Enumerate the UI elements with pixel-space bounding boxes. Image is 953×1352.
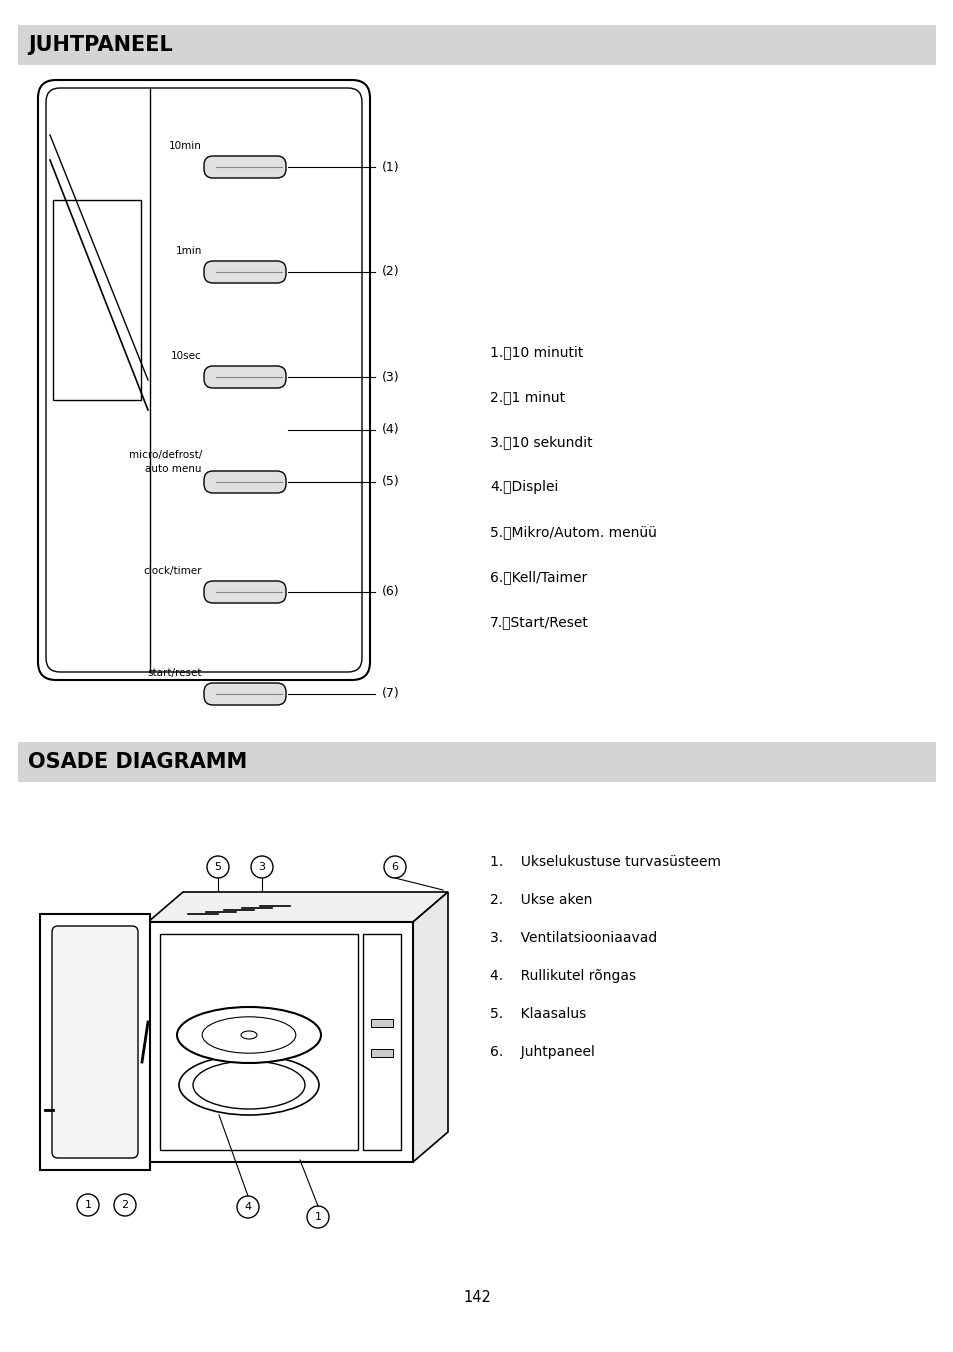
Text: 1: 1 [314, 1211, 321, 1222]
Text: 10min: 10min [169, 141, 202, 151]
FancyBboxPatch shape [204, 581, 286, 603]
Text: (7): (7) [381, 688, 399, 700]
Text: 2.	1 minut: 2. 1 minut [490, 389, 564, 404]
Text: 4.	Displei: 4. Displei [490, 480, 558, 493]
FancyBboxPatch shape [204, 366, 286, 388]
Bar [371, 1019, 393, 1028]
Bar [160, 934, 357, 1151]
Text: (3): (3) [381, 370, 399, 384]
Bar [53, 200, 141, 400]
Ellipse shape [177, 1007, 320, 1063]
Text: JUHTPANEEL: JUHTPANEEL [28, 35, 172, 55]
FancyBboxPatch shape [204, 683, 286, 704]
Text: 1: 1 [85, 1201, 91, 1210]
Bar [18, 742, 935, 781]
Text: (6): (6) [381, 585, 399, 599]
Text: 3: 3 [258, 863, 265, 872]
Bar [148, 922, 413, 1161]
Text: 3.	10 sekundit: 3. 10 sekundit [490, 435, 592, 449]
Text: 2: 2 [121, 1201, 129, 1210]
Text: (5): (5) [381, 476, 399, 488]
Text: 6.    Juhtpaneel: 6. Juhtpaneel [490, 1045, 595, 1059]
FancyBboxPatch shape [38, 80, 370, 680]
Polygon shape [148, 892, 448, 922]
Text: clock/timer: clock/timer [143, 566, 202, 576]
Text: 5: 5 [214, 863, 221, 872]
FancyBboxPatch shape [204, 470, 286, 493]
Text: 7.	Start/Reset: 7. Start/Reset [490, 615, 588, 629]
Text: start/reset: start/reset [148, 668, 202, 677]
Bar [18, 24, 935, 65]
Text: micro/defrost/: micro/defrost/ [129, 450, 202, 460]
Bar [363, 934, 400, 1151]
Text: (1): (1) [381, 161, 399, 173]
Text: auto menu: auto menu [146, 464, 202, 475]
FancyBboxPatch shape [204, 261, 286, 283]
Text: (2): (2) [381, 265, 399, 279]
Text: 6.	Kell/Taimer: 6. Kell/Taimer [490, 571, 587, 584]
Text: (4): (4) [381, 423, 399, 437]
Text: 2.    Ukse aken: 2. Ukse aken [490, 894, 592, 907]
Text: 1min: 1min [175, 246, 202, 256]
Bar [0, 0, 953, 22]
Text: 3.    Ventilatsiooniaavad: 3. Ventilatsiooniaavad [490, 932, 657, 945]
Text: 1.	10 minutit: 1. 10 minutit [490, 345, 583, 360]
Text: 5.    Klaasalus: 5. Klaasalus [490, 1007, 586, 1021]
Text: 142: 142 [462, 1290, 491, 1305]
Text: 4.    Rullikutel rõngas: 4. Rullikutel rõngas [490, 969, 636, 983]
Text: 5.	Mikro/Autom. menüü: 5. Mikro/Autom. menüü [490, 525, 657, 539]
Text: 10sec: 10sec [172, 352, 202, 361]
FancyBboxPatch shape [204, 155, 286, 178]
Text: 4: 4 [244, 1202, 252, 1211]
Text: 6: 6 [391, 863, 398, 872]
Polygon shape [413, 892, 448, 1161]
Text: OSADE DIAGRAMM: OSADE DIAGRAMM [28, 752, 247, 772]
Text: 1.    Ukselukustuse turvasüsteem: 1. Ukselukustuse turvasüsteem [490, 854, 720, 869]
FancyBboxPatch shape [52, 926, 138, 1159]
Bar [40, 914, 150, 1169]
Bar [371, 1049, 393, 1057]
